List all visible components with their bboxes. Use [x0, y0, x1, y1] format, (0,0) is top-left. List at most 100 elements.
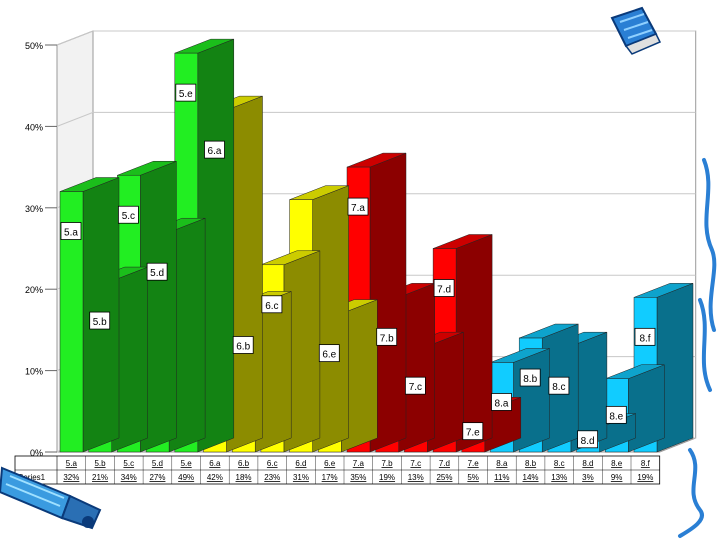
- bar-label-text: 7.e: [466, 428, 480, 439]
- gridline: [56, 111, 696, 127]
- table-category-6-a: 6.a: [209, 459, 221, 468]
- bar-label-box: [548, 376, 570, 395]
- bar-label-text: 5.d: [150, 268, 164, 279]
- bar-label-box: [89, 311, 111, 330]
- bar-label-8-e: 8.e: [605, 405, 627, 424]
- bar-label-box: [404, 376, 426, 395]
- y-tick-label: 40%: [25, 122, 43, 132]
- bar-label-box: [519, 368, 541, 387]
- bar-label-text: 7.c: [409, 382, 422, 393]
- bar-label-5-d: 5.d: [146, 262, 168, 281]
- bar-label-box: [118, 205, 139, 224]
- table-category-6-e: 6.e: [324, 459, 336, 468]
- bar-label-6-b: 6.b: [232, 336, 254, 354]
- table-value-5-a: 32%: [63, 473, 79, 482]
- bar-5-a: [59, 177, 120, 453]
- y-tick-label: 50%: [25, 41, 43, 51]
- bar-label-5-c: 5.c: [118, 205, 139, 224]
- bar-label-box: [491, 393, 512, 411]
- bar-label-text: 8.c: [552, 382, 565, 393]
- y-tick-label: 0%: [30, 448, 43, 458]
- bar-label-text: 5.c: [122, 211, 135, 222]
- bar-label-box: [204, 140, 225, 159]
- table-value-8-f: 19%: [637, 473, 653, 482]
- bar-label-text: 7.b: [380, 333, 394, 344]
- bar-labels: 5.a 5.b 5.c 5.d 5.e 6.a 6.b 6.c 6.e 7.a 7.b 7.c 7.d 7…: [60, 83, 656, 449]
- bar-label-8-a: 8.a: [491, 393, 512, 411]
- bar-label-box: [175, 83, 197, 102]
- table-value-5-e: 49%: [178, 473, 194, 482]
- bar-label-box: [261, 295, 283, 314]
- table-value-7-b: 19%: [379, 473, 395, 482]
- bar-label-box: [318, 344, 340, 363]
- y-axis: 0% 10% 20% 30% 40% 50%: [25, 41, 57, 458]
- gridline: [56, 30, 696, 46]
- table-value-6-e: 17%: [322, 473, 338, 482]
- bar-label-text: 8.d: [581, 436, 595, 447]
- bar-label-box: [60, 222, 82, 240]
- table-category-5-e: 5.e: [181, 459, 193, 468]
- bar-label-box: [462, 422, 484, 441]
- table-value-7-e: 5%: [467, 473, 479, 482]
- decorations: [0, 6, 717, 538]
- table-category-8-b: 8.b: [525, 459, 537, 468]
- table-category-7-c: 7.c: [410, 459, 421, 468]
- bar-label-text: 8.b: [523, 374, 537, 385]
- bar-label-5-b: 5.b: [89, 311, 111, 330]
- crayon-icon: [0, 466, 102, 530]
- bar-label-box: [376, 327, 398, 346]
- bar-label-6-e: 6.e: [318, 344, 340, 363]
- table-category-7-e: 7.e: [468, 459, 480, 468]
- table-value-6-b: 18%: [236, 473, 252, 482]
- table-category-5-c: 5.c: [123, 459, 134, 468]
- bar-label-5-a: 5.a: [60, 222, 82, 240]
- table-value-5-b: 21%: [92, 473, 108, 482]
- bar-label-7-a: 7.a: [347, 197, 369, 216]
- table-value-7-c: 13%: [408, 473, 424, 482]
- bar-label-8-f: 8.f: [634, 327, 656, 346]
- bar-label-7-b: 7.b: [376, 327, 398, 346]
- table-category-5-b: 5.b: [94, 459, 106, 468]
- table-category-6-b: 6.b: [238, 459, 250, 468]
- bar-label-8-b: 8.b: [519, 368, 541, 387]
- table-value-8-a: 11%: [494, 473, 509, 482]
- bar-label-box: [605, 405, 627, 424]
- bar-label-text: 5.e: [179, 89, 193, 100]
- series-name: Series1: [18, 473, 46, 482]
- table-value-6-c: 23%: [264, 473, 280, 482]
- y-tick-label: 20%: [25, 285, 43, 295]
- table-category-8-c: 8.c: [554, 459, 565, 468]
- bar-label-box: [347, 197, 369, 216]
- bar-label-box: [634, 327, 656, 346]
- table-category-8-e: 8.e: [611, 459, 623, 468]
- bar-label-text: 8.f: [639, 333, 650, 344]
- data-table: Series1 5.a 32% 5.b 21% 5.c 34% 5.d 27% 5.e 49% 6.a…: [14, 455, 661, 485]
- table-category-8-a: 8.a: [496, 459, 508, 468]
- bar-label-box: [433, 279, 455, 297]
- table-value-7-d: 25%: [436, 473, 452, 482]
- bar-label-text: 8.a: [495, 398, 509, 409]
- bar-label-8-d: 8.d: [577, 430, 598, 449]
- table-category-7-a: 7.a: [353, 459, 365, 468]
- y-tick-label: 10%: [25, 367, 43, 377]
- table-category-6-d: 6.d: [295, 459, 306, 468]
- table-value-7-a: 35%: [350, 473, 366, 482]
- bar-label-text: 8.e: [609, 411, 623, 422]
- table-category-7-d: 7.d: [439, 459, 450, 468]
- table-category-7-b: 7.b: [381, 459, 393, 468]
- table-category-8-f: 8.f: [641, 459, 651, 468]
- table-value-8-c: 13%: [551, 473, 567, 482]
- bar-label-text: 6.a: [208, 146, 222, 157]
- table-category-8-d: 8.d: [582, 459, 593, 468]
- bar-label-text: 5.a: [64, 228, 78, 239]
- table-category-5-d: 5.d: [152, 459, 163, 468]
- bar-label-6-a: 6.a: [204, 140, 225, 159]
- table-value-6-d: 31%: [293, 473, 309, 482]
- bar-label-text: 7.a: [351, 203, 365, 214]
- pencil-icon: [610, 6, 662, 55]
- y-tick-label: 30%: [25, 204, 43, 214]
- bar-label-5-e: 5.e: [175, 83, 197, 102]
- table-value-8-b: 14%: [523, 473, 539, 482]
- table-value-6-a: 42%: [207, 473, 223, 482]
